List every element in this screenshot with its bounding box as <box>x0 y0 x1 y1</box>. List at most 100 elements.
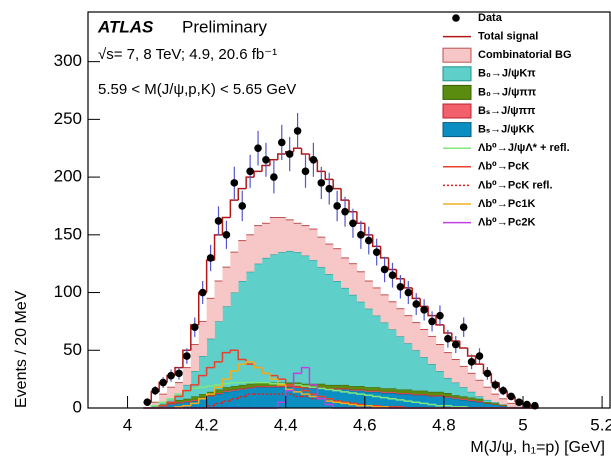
stacked-bin <box>364 391 374 408</box>
data-point <box>206 254 215 262</box>
stacked-bin <box>467 399 476 402</box>
stacked-bin <box>388 391 397 393</box>
step-line <box>300 366 310 374</box>
stacked-bin <box>436 344 445 372</box>
stacked-bin <box>206 396 215 408</box>
step-line <box>166 401 175 406</box>
step-line <box>411 287 421 300</box>
stacked-bin <box>364 390 374 392</box>
legend-label: Total signal <box>478 31 538 43</box>
step-line <box>190 402 199 406</box>
stacked-bin <box>309 260 318 384</box>
stacked-bin <box>341 287 350 385</box>
data-point <box>183 352 191 360</box>
y-axis-label: Events / 20 MeV <box>13 290 30 408</box>
data-point <box>357 231 365 239</box>
data-point <box>325 184 334 193</box>
data-point <box>190 323 199 331</box>
step-line <box>213 234 223 261</box>
step-line <box>458 341 468 349</box>
step-line <box>340 401 349 405</box>
step-line <box>197 374 207 385</box>
stacked-bin <box>254 382 263 387</box>
stacked-bin <box>396 389 405 393</box>
data-point <box>396 282 405 291</box>
stacked-bin <box>491 403 500 405</box>
stacked-bin <box>175 403 184 408</box>
step-line <box>364 223 373 236</box>
step-line <box>371 395 381 398</box>
stacked-bin <box>285 387 294 408</box>
data-point <box>364 236 373 245</box>
stacked-bin <box>333 389 342 408</box>
step-line <box>221 400 231 404</box>
step-line <box>419 402 429 405</box>
stacked-bin <box>396 394 405 408</box>
stacked-bin <box>325 274 334 385</box>
stacked-bin <box>333 388 342 390</box>
step-line <box>340 402 349 405</box>
stacked-bin <box>380 294 389 323</box>
stacked-bin <box>182 401 192 403</box>
legend-label: Λb⁰→PcK <box>478 161 529 173</box>
step-line <box>190 384 199 391</box>
step-line <box>253 170 262 178</box>
legend-label: B₀→J/ψππ <box>478 86 537 98</box>
data-point <box>341 207 349 216</box>
stacked-bin <box>222 390 231 392</box>
stacked-bin <box>222 306 231 388</box>
step-line <box>451 405 460 408</box>
data-point <box>262 155 270 164</box>
stacked-bin <box>277 387 287 408</box>
x-tick-label: 4.2 <box>195 415 219 434</box>
stacked-bin <box>467 373 476 392</box>
data-point <box>467 358 476 366</box>
step-line <box>395 269 405 280</box>
step-line <box>245 361 255 365</box>
step-line <box>229 370 239 380</box>
stacked-bin <box>262 386 271 388</box>
stacked-bin <box>159 405 168 408</box>
stacked-bin <box>246 234 255 272</box>
stacked-bin <box>341 388 350 390</box>
stacked-bin <box>333 248 342 282</box>
stacked-bin <box>222 391 231 408</box>
data-point <box>451 340 460 349</box>
stacked-bin <box>333 281 342 385</box>
data-point <box>483 369 492 378</box>
step-line <box>435 404 444 407</box>
stacked-bin <box>301 387 310 389</box>
stacked-bin <box>420 329 429 358</box>
step-line <box>245 393 255 397</box>
stacked-bin <box>467 397 476 400</box>
stacked-bin <box>262 223 271 258</box>
plot-marks <box>143 113 539 410</box>
step-line <box>324 398 334 406</box>
legend-label: Combinatorial BG <box>478 49 572 61</box>
step-line <box>364 394 373 397</box>
data-point <box>198 288 207 297</box>
stacked-bin <box>443 377 453 393</box>
stacked-bin <box>206 298 215 339</box>
step-line <box>237 187 247 201</box>
stacked-bin <box>404 392 413 395</box>
stacked-bin <box>246 271 255 384</box>
step-line <box>300 384 310 387</box>
stacked-bin <box>238 384 247 389</box>
stacked-bin <box>420 395 429 408</box>
stacked-bin <box>507 403 516 407</box>
stacked-bin <box>459 387 468 397</box>
step-line <box>174 366 183 376</box>
legend: Data Total signal Combinatorial BG B₀→J/ψKπ… <box>442 12 572 229</box>
data-point <box>230 179 239 187</box>
stacked-bin <box>459 399 468 408</box>
step-line <box>371 405 381 408</box>
stacked-bin <box>499 398 508 405</box>
stacked-bin <box>269 386 279 388</box>
step-line <box>261 367 270 375</box>
data-point <box>444 334 452 343</box>
y-tick-label: 150 <box>54 224 82 243</box>
step-line <box>300 387 310 392</box>
stacked-bin <box>428 391 437 396</box>
stacked-bin <box>396 392 405 395</box>
